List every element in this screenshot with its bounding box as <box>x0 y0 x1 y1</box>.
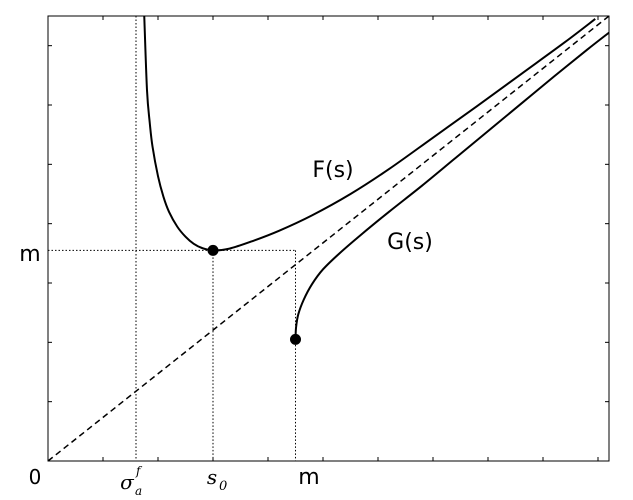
labels: 0 m m σ a f s 0 F(s) G(s) <box>19 158 433 498</box>
plot-border <box>47 15 610 462</box>
plot-frame <box>47 15 610 462</box>
sigma-subscript: a <box>135 484 142 498</box>
F-curve-label: F(s) <box>312 158 353 183</box>
F-curve <box>143 15 596 252</box>
G-curve <box>294 31 610 340</box>
F-minimum-point <box>207 244 219 256</box>
x-axis-sigma-label: σ a f <box>120 464 143 498</box>
curves <box>47 15 610 462</box>
s0-subscript: 0 <box>219 479 227 494</box>
sigma-superscript: f <box>135 464 143 478</box>
points <box>207 244 301 345</box>
x-axis-s0-label: s 0 <box>207 465 227 494</box>
G-start-point <box>290 333 301 345</box>
G-curve-label: G(s) <box>387 230 433 255</box>
guide-lines <box>48 16 296 461</box>
sigma-base: σ <box>120 470 135 494</box>
diagonal-dashed-line <box>47 15 610 462</box>
s0-base: s <box>207 465 217 489</box>
origin-label: 0 <box>29 465 42 489</box>
tick-marks <box>48 16 609 461</box>
y-axis-m-label: m <box>19 242 40 267</box>
x-axis-m-label: m <box>298 465 319 490</box>
